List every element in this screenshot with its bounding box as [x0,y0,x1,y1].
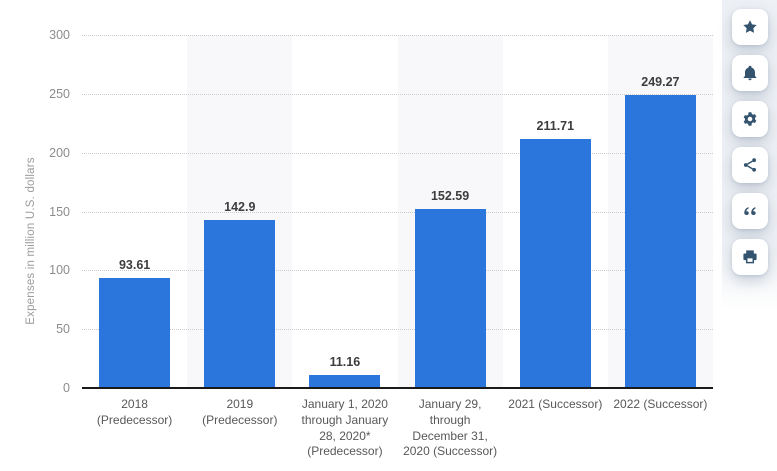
bar[interactable] [519,138,591,388]
bar[interactable] [99,277,171,388]
gear-icon [743,112,757,126]
favorite-button[interactable] [732,9,768,45]
bar-value-label: 152.59 [430,188,470,203]
y-tick-label: 250 [49,86,70,101]
bar-value-label: 211.71 [536,118,575,133]
notifications-button[interactable] [732,55,768,91]
y-tick-label: 0 [63,381,70,395]
gridline [82,270,713,272]
gridline [82,152,713,154]
category-label: 2018 (Predecessor) [96,397,173,427]
gridline [82,211,713,213]
x-axis-line [82,387,713,389]
bar[interactable] [414,208,486,388]
gridline [82,329,713,331]
gridline [82,35,713,36]
bar-value-label: 249.27 [641,74,680,89]
category-label: 2022 (Successor) [613,397,708,411]
y-tick-label: 300 [49,28,70,42]
bar[interactable] [204,219,276,388]
bar-value-label: 93.61 [118,257,151,272]
bell-icon [743,65,757,81]
y-tick-label: 200 [49,145,70,160]
gridline [82,93,713,95]
category-label: 2021 (Successor) [508,397,603,411]
bar[interactable] [624,94,696,388]
quote-icon [744,207,756,216]
y-tick-label: 100 [49,263,70,278]
share-icon [743,158,756,172]
star-icon [743,20,757,33]
bar[interactable] [309,374,381,388]
category-label: 2019 (Predecessor) [202,397,278,427]
share-button[interactable] [732,147,768,183]
print-button[interactable] [732,239,768,275]
bar-value-label: 11.16 [329,354,361,369]
y-tick-label: 150 [49,204,70,219]
y-tick-label: 50 [56,322,70,337]
cite-button[interactable] [732,193,768,229]
bar-value-label: 142.9 [224,199,256,214]
y-axis-title: Expenses in million U.S. dollars [25,157,37,325]
print-icon [743,250,757,264]
bar-chart: Expenses in million U.S. dollars 0 50 100 1… [25,28,713,459]
settings-button[interactable] [732,101,768,137]
category-label: January 1, 2020 through January 28, 2020… [301,397,389,459]
category-label: January 29, through December 31, 2020 (S… [403,397,498,459]
plot-area: 93.61 142.9 11.16 152.59 211.71 249.27 [82,35,713,388]
